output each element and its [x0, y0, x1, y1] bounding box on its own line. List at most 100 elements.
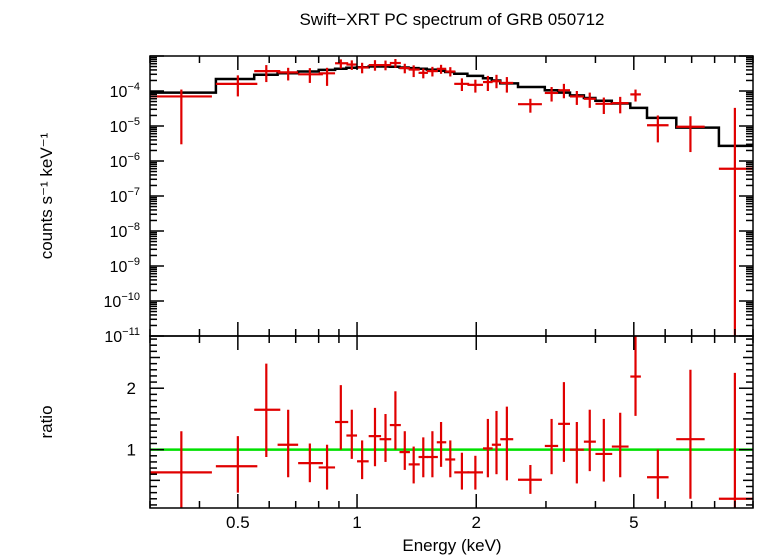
spectrum-point-11 — [389, 59, 401, 68]
y-tick-label-base: 10 — [104, 329, 122, 346]
y-tick-label-exponent: −9 — [127, 256, 140, 268]
y-tick-label-spectrum: 10−7 — [110, 186, 140, 206]
ratio-point-23 — [518, 465, 542, 494]
spectrum-point-25 — [558, 83, 570, 99]
ratio-point-10 — [379, 414, 392, 462]
ratio-point-17 — [445, 440, 456, 478]
y-tick-label-exponent: −10 — [121, 291, 140, 303]
y-tick-label-base: 10 — [110, 224, 128, 241]
ratio-point-21 — [491, 410, 502, 475]
y-axis-label-spectrum: counts s⁻¹ keV⁻¹ — [37, 132, 56, 259]
y-tick-label-exponent: −8 — [127, 221, 140, 233]
ratio-point-12 — [399, 431, 410, 470]
y-tick-label-exponent: −6 — [127, 151, 140, 163]
ratio-point-26 — [569, 422, 584, 484]
spectrum-point-1 — [215, 75, 258, 97]
ratio-point-7 — [346, 409, 358, 459]
x-axis-label: Energy (keV) — [402, 536, 501, 555]
y-tick-label-ratio: 2 — [127, 379, 136, 398]
ratio-point-14 — [418, 437, 428, 478]
y-tick-label-ratio: 1 — [127, 441, 136, 460]
y-tick-label-spectrum: 10−9 — [110, 256, 140, 276]
spectrum-point-16 — [436, 64, 447, 74]
ratio-points-layer — [150, 336, 753, 508]
chart-title: Swift−XRT PC spectrum of GRB 050712 — [299, 10, 604, 29]
spectrum-point-32 — [676, 116, 705, 153]
spectrum-point-15 — [426, 66, 438, 77]
ratio-point-27 — [583, 409, 596, 472]
ratio-point-24 — [544, 418, 559, 475]
ratio-point-13 — [408, 446, 420, 484]
ratio-point-31 — [647, 449, 669, 499]
y-tick-labels-ratio: 12 — [127, 379, 136, 459]
y-tick-label-exponent: −5 — [127, 116, 140, 128]
y-tick-label-base: 10 — [110, 84, 128, 101]
spectrum-point-17 — [445, 67, 456, 77]
y-tick-label-spectrum: 10−8 — [110, 221, 140, 241]
y-tick-label-spectrum: 10−11 — [104, 326, 140, 346]
spectrum-point-7 — [346, 60, 358, 70]
ratio-point-4 — [298, 443, 323, 483]
spectrum-point-19 — [467, 79, 483, 93]
y-tick-label-spectrum: 10−5 — [110, 116, 140, 136]
ratio-point-1 — [215, 436, 258, 493]
ratio-point-19 — [467, 455, 483, 490]
spectrum-point-26 — [569, 91, 584, 105]
spectrum-point-23 — [518, 98, 542, 113]
ratio-point-2 — [254, 363, 281, 458]
ratio-point-20 — [482, 418, 493, 478]
ratio-point-15 — [426, 431, 438, 478]
spectrum-point-13 — [408, 65, 420, 78]
ratio-point-18 — [454, 452, 470, 490]
spectrum-point-28 — [595, 97, 613, 115]
spectrum-point-10 — [379, 60, 392, 71]
spectrum-point-21 — [491, 74, 502, 89]
ratio-point-8 — [357, 440, 369, 480]
spectrum-point-22 — [500, 77, 514, 93]
spectrum-point-27 — [583, 92, 596, 108]
data-points-layer — [150, 59, 753, 336]
x-tick-label: 2 — [472, 513, 481, 532]
spectrum-point-12 — [399, 63, 410, 74]
ratio-point-16 — [436, 422, 447, 467]
y-tick-label-spectrum: 10−6 — [110, 151, 140, 171]
y-tick-label-base: 10 — [110, 119, 128, 136]
spectrum-point-8 — [357, 62, 369, 74]
y-tick-label-base: 10 — [110, 259, 128, 276]
ratio-point-0 — [150, 431, 212, 508]
y-tick-label-exponent: −7 — [127, 186, 140, 198]
spectrum-point-2 — [254, 65, 281, 83]
ratio-point-22 — [500, 406, 514, 481]
ratio-point-5 — [318, 444, 336, 490]
x-tick-label: 5 — [629, 513, 638, 532]
y-tick-label-spectrum: 10−4 — [110, 81, 140, 101]
ratio-panel: 12 0.5 1 2 5 ratio Energy (keV) — [37, 335, 754, 555]
spectrum-point-6 — [335, 59, 349, 69]
y-tick-label-base: 10 — [104, 294, 122, 311]
ratio-point-32 — [676, 369, 705, 499]
spectrum-point-20 — [482, 75, 493, 91]
ratio-point-6 — [335, 385, 349, 450]
y-axis-label-ratio: ratio — [37, 405, 56, 438]
ratio-point-9 — [368, 407, 382, 467]
x-tick-label: 1 — [352, 513, 361, 532]
spectrum-point-5 — [318, 67, 336, 86]
x-tick-label: 0.5 — [226, 513, 250, 532]
y-tick-label-exponent: −11 — [122, 326, 140, 338]
spectrum-point-14 — [418, 68, 428, 79]
spectrum-point-9 — [368, 60, 382, 71]
spectrum-point-0 — [150, 89, 212, 145]
y-tick-label-base: 10 — [110, 189, 128, 206]
spectrum-point-31 — [647, 115, 669, 143]
model-step-curve — [150, 65, 753, 148]
y-tick-label-base: 10 — [110, 154, 128, 171]
ratio-frame — [149, 335, 754, 509]
model-curve-layer — [150, 65, 753, 148]
y-tick-label-spectrum: 10−10 — [104, 291, 140, 311]
ratio-point-28 — [595, 418, 613, 482]
ratio-point-25 — [558, 382, 570, 462]
spectrum-point-18 — [454, 78, 470, 91]
